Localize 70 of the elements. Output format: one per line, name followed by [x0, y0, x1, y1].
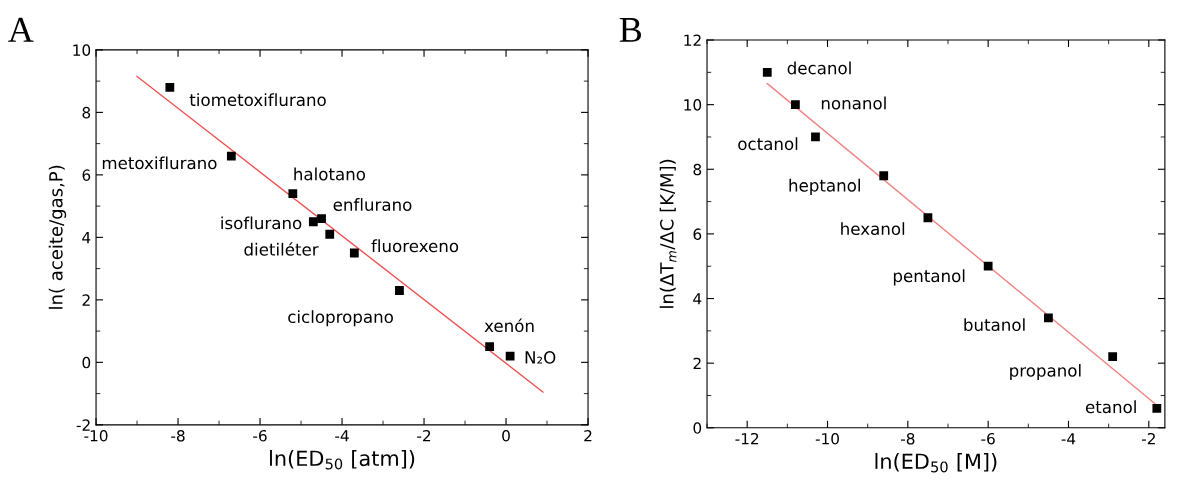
- annotation: decanol: [787, 61, 851, 75]
- point: [1152, 404, 1162, 413]
- y-tick-label: 4: [693, 293, 702, 305]
- annotation: fluorexeno: [371, 239, 459, 253]
- y-tick-label: 6: [693, 228, 702, 240]
- x-tick-label: 0: [502, 429, 510, 442]
- x-tick-label: -8: [171, 429, 185, 442]
- point: [317, 214, 326, 224]
- annotation: pentanol: [893, 269, 965, 286]
- point: [349, 248, 359, 258]
- annotation: xenón: [484, 318, 534, 333]
- y-tick-label: 10: [684, 99, 702, 111]
- point: [790, 100, 800, 110]
- annotation: octanol: [738, 137, 798, 151]
- annotation: dietiléter: [244, 242, 319, 256]
- annotation: enflurano: [333, 198, 412, 211]
- y-tick-label: 2: [82, 294, 90, 306]
- y-axis-title: ln(ΔT$_{m}$/ΔC [K/M]): [659, 159, 677, 308]
- point: [811, 132, 820, 142]
- point: [325, 229, 335, 239]
- y-tick-label: 10: [73, 44, 91, 56]
- point: [395, 286, 404, 295]
- point: [923, 213, 933, 223]
- x-tick-label: -4: [335, 430, 349, 442]
- annotation: heptanol: [789, 178, 860, 195]
- chart-title: B: [619, 18, 642, 42]
- y-tick-label: 2: [693, 357, 701, 369]
- point: [288, 189, 298, 199]
- annotation: hexanol: [841, 222, 905, 236]
- annotation: etanol: [1085, 400, 1136, 414]
- x-tick-label: -8: [900, 432, 915, 445]
- y-axis-title: ln( aceite/gas,P): [48, 165, 67, 309]
- x-tick-label: -4: [1061, 433, 1076, 445]
- annotation: butanol: [964, 318, 1025, 332]
- annotation: propanol: [1010, 363, 1081, 381]
- y-tick-label: 8: [82, 106, 91, 119]
- y-tick-label: 6: [82, 169, 91, 181]
- annotation: tiometoxiflurano: [189, 93, 326, 107]
- y-tick-label: -2: [76, 419, 90, 431]
- point: [165, 83, 175, 92]
- x-tick-label: -2: [1141, 432, 1155, 445]
- x-tick-label: -10: [84, 429, 108, 442]
- x-tick-label: -2: [417, 429, 431, 442]
- point: [226, 151, 236, 161]
- annotation: nonanol: [821, 96, 886, 110]
- annotation: metoxiflurano: [102, 156, 217, 170]
- x-axis-title: ln(ED$_{50}$ [M]): [875, 453, 997, 473]
- point: [1108, 352, 1118, 362]
- chart-title: A: [8, 17, 34, 42]
- x-tick-label: 2: [584, 429, 592, 442]
- point: [308, 217, 318, 227]
- x-tick-label: -6: [981, 432, 995, 445]
- annotation: halotano: [294, 167, 366, 181]
- x-tick-label: -6: [253, 429, 267, 442]
- x-axis-title: ln(ED$_{50}$ [atm]): [270, 450, 415, 470]
- y-tick-label: 12: [684, 34, 701, 46]
- annotation: ciclopropano: [288, 310, 393, 327]
- point: [879, 171, 889, 181]
- y-tick-label: 8: [693, 163, 702, 176]
- point: [983, 261, 993, 271]
- point: [1044, 313, 1053, 323]
- point: [505, 351, 515, 361]
- point: [485, 342, 495, 352]
- y-tick-label: 0: [82, 356, 91, 369]
- point: [762, 67, 772, 77]
- x-tick-label: -12: [735, 432, 759, 445]
- y-tick-label: 4: [82, 232, 91, 244]
- annotation: N₂O: [525, 351, 556, 364]
- annotation: isoflurano: [221, 216, 302, 230]
- x-tick-label: -10: [815, 432, 839, 445]
